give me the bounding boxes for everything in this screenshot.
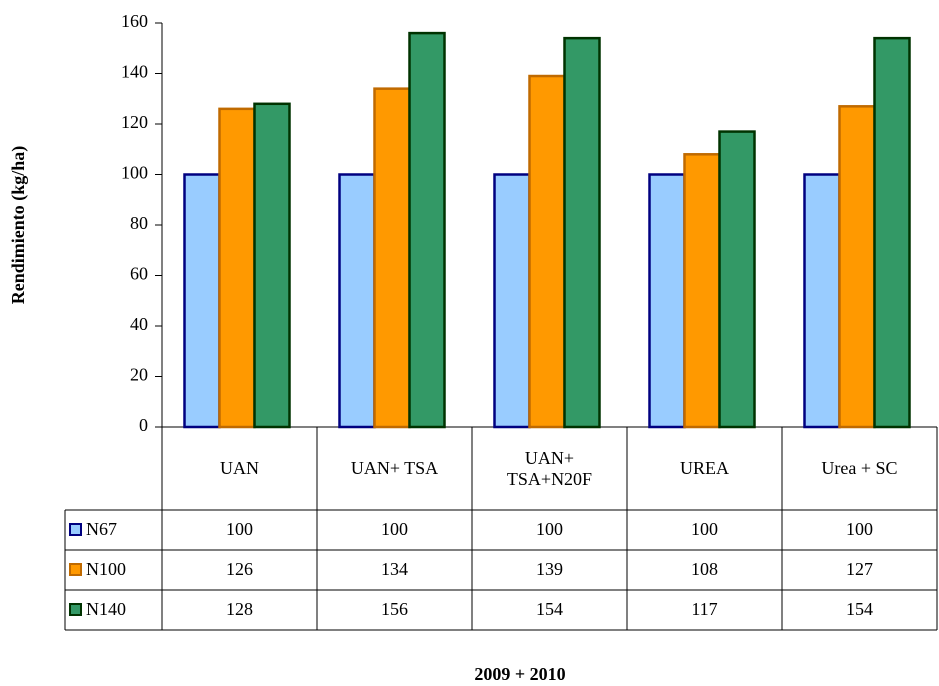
legend-swatch (69, 603, 82, 616)
bar (373, 87, 411, 429)
bar (183, 173, 221, 429)
table-value: 100 (691, 519, 718, 539)
x-tick-label: UAN+ TSA (350, 458, 439, 478)
category-cell: Urea + SC (782, 427, 937, 510)
x-tick-label: UAN (220, 458, 259, 478)
bar (648, 173, 686, 429)
category-cell: UREA (627, 427, 782, 510)
bar (838, 105, 876, 429)
category-label-box: UAN (162, 427, 317, 510)
table-value: 117 (691, 599, 717, 619)
legend-label: N140 (86, 599, 126, 619)
x-tick-label: UREA (680, 458, 729, 478)
category-label-box: UREA (627, 427, 782, 510)
x-tick-label: UAN+ TSA+N20F (506, 447, 593, 489)
table-value: 156 (381, 599, 408, 619)
legend-swatch (69, 563, 82, 576)
bar (253, 102, 291, 429)
bar (683, 153, 721, 429)
bar (563, 36, 601, 429)
bar (338, 173, 376, 429)
y-tick-label: 60 (130, 264, 148, 284)
category-label-box: Urea + SC (782, 427, 937, 510)
category-cell: UAN (162, 427, 317, 510)
table-value: 154 (536, 599, 563, 619)
legend-label: N67 (86, 519, 117, 539)
y-tick-label: 100 (121, 163, 148, 183)
table-value: 126 (226, 559, 253, 579)
table-value: 128 (226, 599, 253, 619)
y-tick-label: 0 (139, 415, 148, 435)
category-cell: UAN+ TSA (317, 427, 472, 510)
bar (408, 31, 446, 429)
bar (718, 130, 756, 429)
y-tick-label: 140 (121, 62, 148, 82)
table-value: 100 (846, 519, 873, 539)
y-tick-label: 20 (130, 365, 148, 385)
legend-swatch (69, 523, 82, 536)
x-axis-label: 2009 + 2010 (474, 664, 565, 684)
category-label-box: UAN+ TSA+N20F (472, 427, 627, 510)
table-value: 134 (381, 559, 408, 579)
table-value: 154 (846, 599, 873, 619)
table-value: 108 (691, 559, 718, 579)
table-value: 139 (536, 559, 563, 579)
x-tick-label: Urea + SC (821, 458, 898, 478)
y-tick-label: 40 (130, 314, 148, 334)
bar (528, 74, 566, 429)
category-label-box: UAN+ TSA (317, 427, 472, 510)
y-tick-label: 120 (121, 112, 148, 132)
table-value: 100 (536, 519, 563, 539)
table-value: 127 (846, 559, 873, 579)
y-tick-label: 160 (121, 11, 148, 31)
category-cell: UAN+ TSA+N20F (472, 427, 627, 510)
y-axis-label: Rendimiento (kg/ha) (8, 146, 29, 305)
y-tick-label: 80 (130, 213, 148, 233)
legend-label: N100 (86, 559, 126, 579)
table-value: 100 (381, 519, 408, 539)
table-value: 100 (226, 519, 253, 539)
bar (493, 173, 531, 429)
bar (218, 107, 256, 429)
bar (873, 36, 911, 429)
bar (803, 173, 841, 429)
